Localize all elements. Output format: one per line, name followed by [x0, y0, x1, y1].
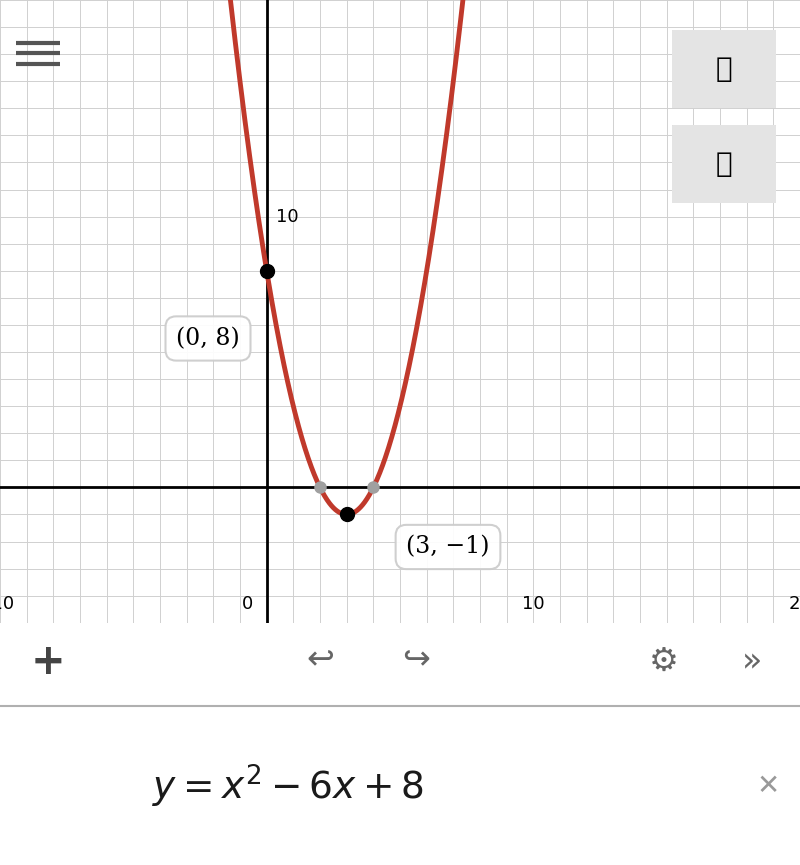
Text: $y = x^2 - 6x + 8$: $y = x^2 - 6x + 8$ — [152, 763, 424, 810]
Text: 🏠: 🏠 — [716, 151, 732, 178]
Text: 0: 0 — [242, 595, 254, 613]
Text: 🔧: 🔧 — [716, 55, 732, 83]
Text: +: + — [30, 641, 66, 682]
Text: ↪: ↪ — [402, 644, 430, 676]
Text: 10: 10 — [522, 595, 545, 613]
FancyBboxPatch shape — [669, 28, 779, 111]
Text: ↩: ↩ — [306, 644, 334, 676]
Text: -10: -10 — [0, 595, 14, 613]
Text: 20: 20 — [789, 595, 800, 613]
Text: (3, −1): (3, −1) — [406, 535, 490, 559]
FancyBboxPatch shape — [669, 123, 779, 206]
Text: 10: 10 — [276, 208, 298, 226]
Text: 1: 1 — [20, 721, 30, 735]
Text: ✕: ✕ — [756, 772, 780, 800]
Text: ∿: ∿ — [35, 772, 77, 820]
Text: »: » — [742, 645, 762, 678]
Text: ⚙: ⚙ — [649, 645, 679, 678]
Text: (0, 8): (0, 8) — [176, 327, 240, 350]
